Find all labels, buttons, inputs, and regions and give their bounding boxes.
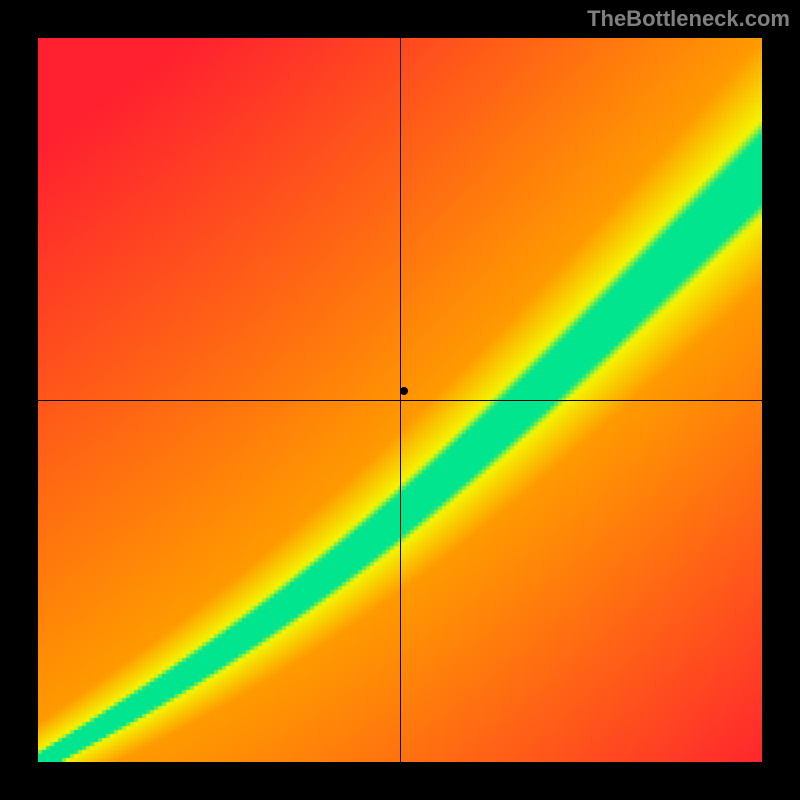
crosshair-vertical	[400, 38, 401, 762]
plot-area	[38, 38, 762, 762]
chart-container: TheBottleneck.com	[0, 0, 800, 800]
data-point-marker	[400, 387, 408, 395]
watermark-text: TheBottleneck.com	[587, 6, 790, 32]
